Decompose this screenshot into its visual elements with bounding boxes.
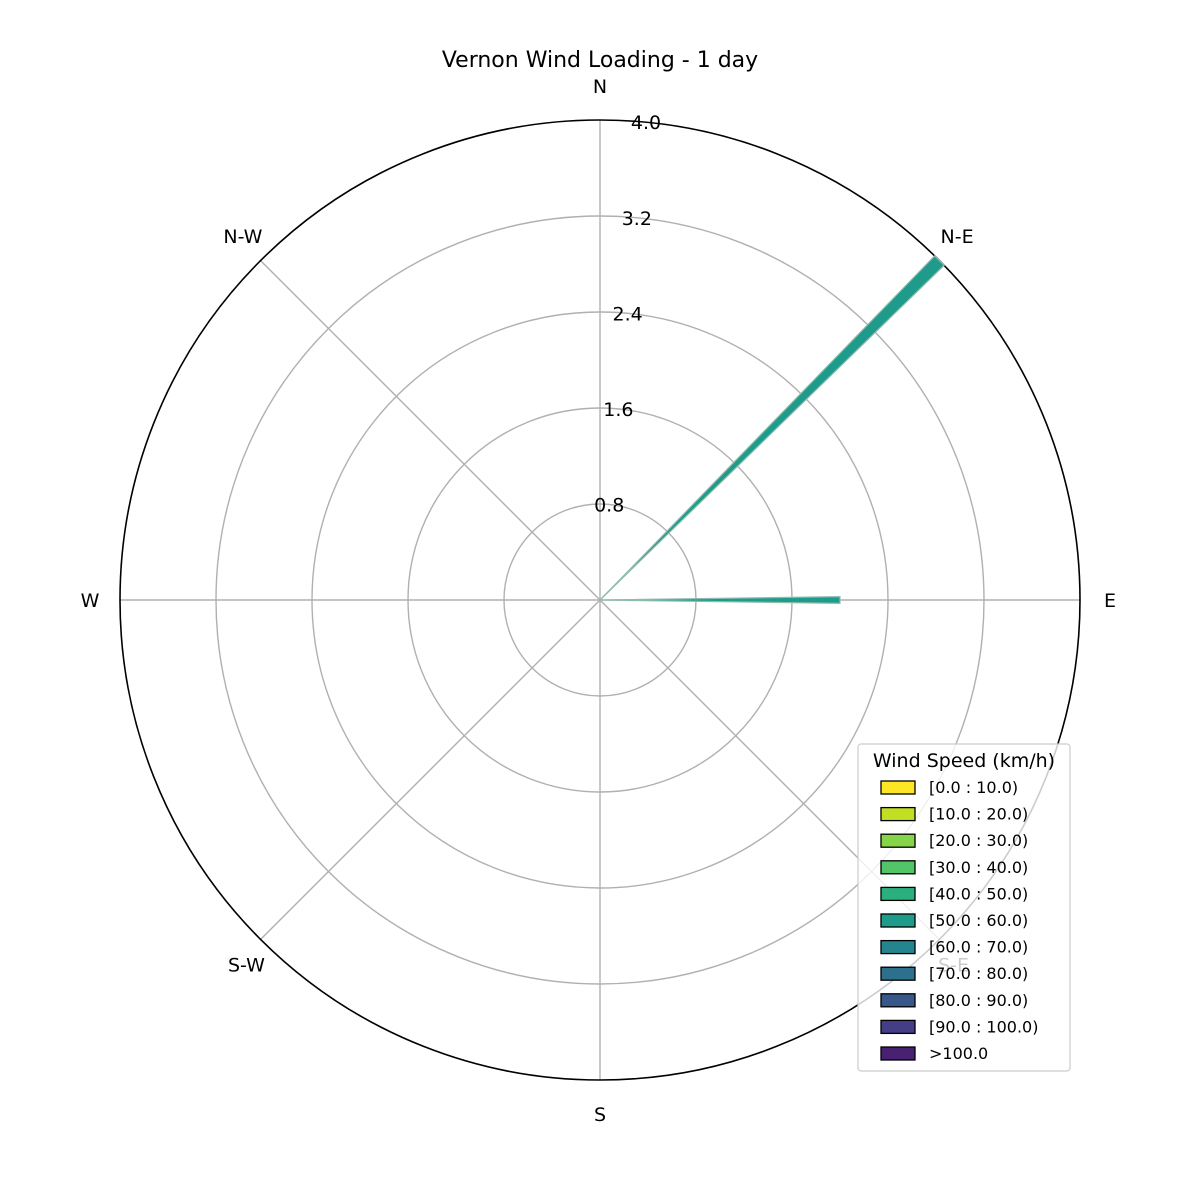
legend-swatch bbox=[880, 939, 916, 955]
legend-label: [60.0 : 70.0) bbox=[929, 938, 1028, 957]
radial-tick-label: 3.2 bbox=[622, 208, 652, 230]
legend-title: Wind Speed (km/h) bbox=[873, 750, 1055, 772]
legend-swatch bbox=[880, 1019, 916, 1035]
direction-label-e: E bbox=[1104, 590, 1116, 612]
direction-label-n: N bbox=[593, 76, 607, 98]
legend-label: [30.0 : 40.0) bbox=[929, 858, 1028, 877]
legend-label: [10.0 : 20.0) bbox=[929, 805, 1028, 824]
outer-frame bbox=[119, 119, 1081, 1081]
radial-tick-label: 0.8 bbox=[594, 494, 624, 516]
legend-label: >100.0 bbox=[929, 1044, 988, 1063]
radial-tick-label: 4.0 bbox=[631, 112, 661, 134]
legend-label: [40.0 : 50.0) bbox=[929, 884, 1028, 903]
legend-label: [90.0 : 100.0) bbox=[929, 1017, 1038, 1036]
legend-label: [50.0 : 60.0) bbox=[929, 911, 1028, 930]
direction-label-n-w: N-W bbox=[223, 226, 262, 248]
direction-label-w: W bbox=[81, 590, 100, 612]
legend-label: [20.0 : 30.0) bbox=[929, 831, 1028, 850]
radial-tick-label: 1.6 bbox=[603, 399, 633, 421]
legend-swatch bbox=[880, 993, 916, 1008]
sector-e bbox=[599, 596, 841, 604]
legend-label: [70.0 : 80.0) bbox=[929, 964, 1028, 983]
grid-spoke-n-w bbox=[260, 260, 601, 601]
legend-swatch bbox=[880, 966, 916, 981]
legend-label: [0.0 : 10.0) bbox=[929, 778, 1018, 797]
legend-swatch bbox=[880, 1046, 916, 1061]
sector-n-e bbox=[599, 255, 945, 601]
radial-tick-label: 2.4 bbox=[612, 303, 642, 325]
legend-swatch bbox=[880, 806, 916, 822]
legend-swatch bbox=[880, 833, 916, 848]
chart-title: Vernon Wind Loading - 1 day bbox=[442, 48, 758, 73]
direction-label-s: S bbox=[594, 1104, 606, 1126]
legend-swatch bbox=[880, 886, 916, 902]
legend-swatch bbox=[880, 913, 916, 928]
legend-swatch bbox=[880, 860, 916, 875]
radial-tick-labels: 0.8 1.6 2.4 3.2 4.0 bbox=[594, 112, 661, 516]
legend-swatch bbox=[880, 780, 916, 795]
grid-spoke-s-w bbox=[260, 599, 601, 940]
legend: Wind Speed (km/h) [0.0 : 10.0) [10.0 : 20.… bbox=[857, 743, 1071, 1072]
direction-label-n-e: N-E bbox=[941, 226, 974, 248]
direction-label-s-w: S-W bbox=[228, 955, 265, 977]
legend-label: [80.0 : 90.0) bbox=[929, 991, 1028, 1010]
wind-sectors bbox=[599, 255, 945, 604]
legend-box bbox=[857, 743, 1071, 1072]
